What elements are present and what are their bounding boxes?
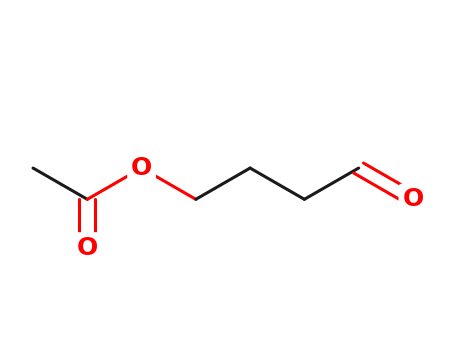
Text: O: O [131,156,152,180]
Text: O: O [402,187,424,211]
Text: O: O [77,236,98,260]
